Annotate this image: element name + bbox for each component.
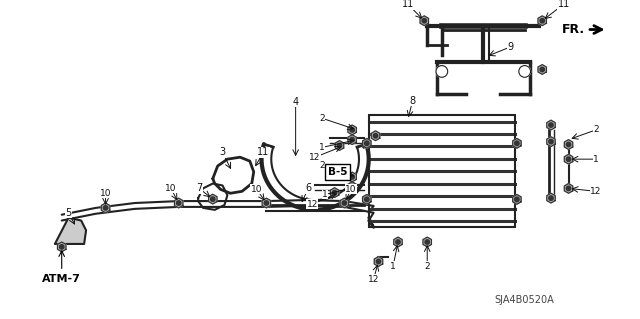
Circle shape — [540, 67, 545, 72]
Text: 11: 11 — [557, 0, 570, 9]
Circle shape — [376, 259, 381, 264]
Circle shape — [350, 175, 355, 179]
Circle shape — [396, 240, 400, 244]
Polygon shape — [564, 183, 573, 193]
Polygon shape — [513, 138, 521, 148]
Polygon shape — [538, 65, 547, 74]
Text: 9: 9 — [507, 42, 513, 52]
Polygon shape — [564, 140, 573, 149]
Text: 10: 10 — [346, 185, 357, 194]
Circle shape — [549, 196, 553, 200]
Circle shape — [264, 201, 269, 205]
Circle shape — [60, 245, 64, 249]
Polygon shape — [348, 182, 356, 192]
Polygon shape — [564, 154, 573, 164]
Polygon shape — [330, 188, 339, 197]
Text: 8: 8 — [410, 96, 415, 106]
Text: 2: 2 — [319, 161, 324, 170]
Text: 1: 1 — [319, 143, 325, 152]
Circle shape — [422, 19, 426, 23]
Polygon shape — [175, 198, 183, 208]
Circle shape — [177, 201, 181, 205]
Circle shape — [540, 19, 545, 23]
Circle shape — [104, 206, 108, 210]
Circle shape — [515, 141, 519, 145]
Circle shape — [566, 186, 571, 190]
Circle shape — [566, 142, 571, 147]
Polygon shape — [371, 131, 380, 141]
Text: FR.: FR. — [562, 23, 585, 36]
Polygon shape — [547, 193, 556, 203]
Text: ATM-7: ATM-7 — [42, 274, 81, 284]
Text: 12: 12 — [307, 200, 318, 209]
Polygon shape — [420, 16, 429, 26]
Circle shape — [350, 137, 355, 142]
Polygon shape — [547, 137, 556, 146]
Circle shape — [350, 185, 355, 189]
Bar — [369, 115, 515, 227]
Text: 2: 2 — [593, 125, 598, 134]
Text: 1: 1 — [593, 155, 598, 164]
Circle shape — [332, 190, 337, 195]
Text: 2: 2 — [424, 262, 430, 271]
Text: 7: 7 — [196, 183, 202, 193]
Circle shape — [425, 240, 429, 244]
Polygon shape — [209, 194, 217, 204]
Circle shape — [365, 197, 369, 202]
Circle shape — [566, 157, 571, 161]
Text: 10: 10 — [100, 189, 111, 198]
Polygon shape — [374, 256, 383, 266]
Text: 12: 12 — [368, 275, 380, 284]
Text: 3: 3 — [220, 147, 225, 157]
Polygon shape — [547, 120, 556, 130]
Polygon shape — [394, 237, 402, 247]
Polygon shape — [363, 138, 371, 148]
Polygon shape — [58, 242, 66, 252]
Polygon shape — [348, 135, 356, 145]
Text: 4: 4 — [292, 97, 299, 107]
Text: 6: 6 — [305, 183, 312, 193]
Text: 11: 11 — [257, 147, 269, 157]
Text: 11: 11 — [401, 0, 414, 9]
Text: SJA4B0520A: SJA4B0520A — [495, 295, 554, 306]
Text: 10: 10 — [251, 185, 262, 194]
Polygon shape — [340, 198, 349, 208]
Circle shape — [549, 139, 553, 144]
Polygon shape — [538, 16, 547, 26]
Circle shape — [350, 128, 355, 132]
Circle shape — [373, 134, 378, 138]
Circle shape — [337, 143, 342, 148]
Polygon shape — [262, 198, 271, 208]
Text: 12: 12 — [590, 187, 602, 196]
Circle shape — [436, 66, 448, 77]
Polygon shape — [363, 195, 371, 204]
Circle shape — [515, 197, 519, 202]
Polygon shape — [513, 195, 521, 204]
Text: 10: 10 — [165, 184, 177, 193]
Polygon shape — [348, 125, 356, 135]
Polygon shape — [423, 237, 431, 247]
Text: 12: 12 — [309, 153, 321, 162]
Circle shape — [342, 201, 346, 205]
Circle shape — [519, 66, 531, 77]
Text: 1: 1 — [322, 190, 328, 199]
Text: 5: 5 — [65, 208, 72, 218]
Polygon shape — [335, 141, 344, 150]
Circle shape — [365, 141, 369, 145]
Polygon shape — [348, 172, 356, 182]
Polygon shape — [101, 203, 110, 213]
Circle shape — [211, 197, 215, 201]
Text: 1: 1 — [390, 262, 396, 271]
Polygon shape — [55, 218, 86, 244]
Circle shape — [549, 123, 553, 127]
Text: 2: 2 — [319, 114, 324, 123]
Text: B-5: B-5 — [328, 167, 348, 177]
